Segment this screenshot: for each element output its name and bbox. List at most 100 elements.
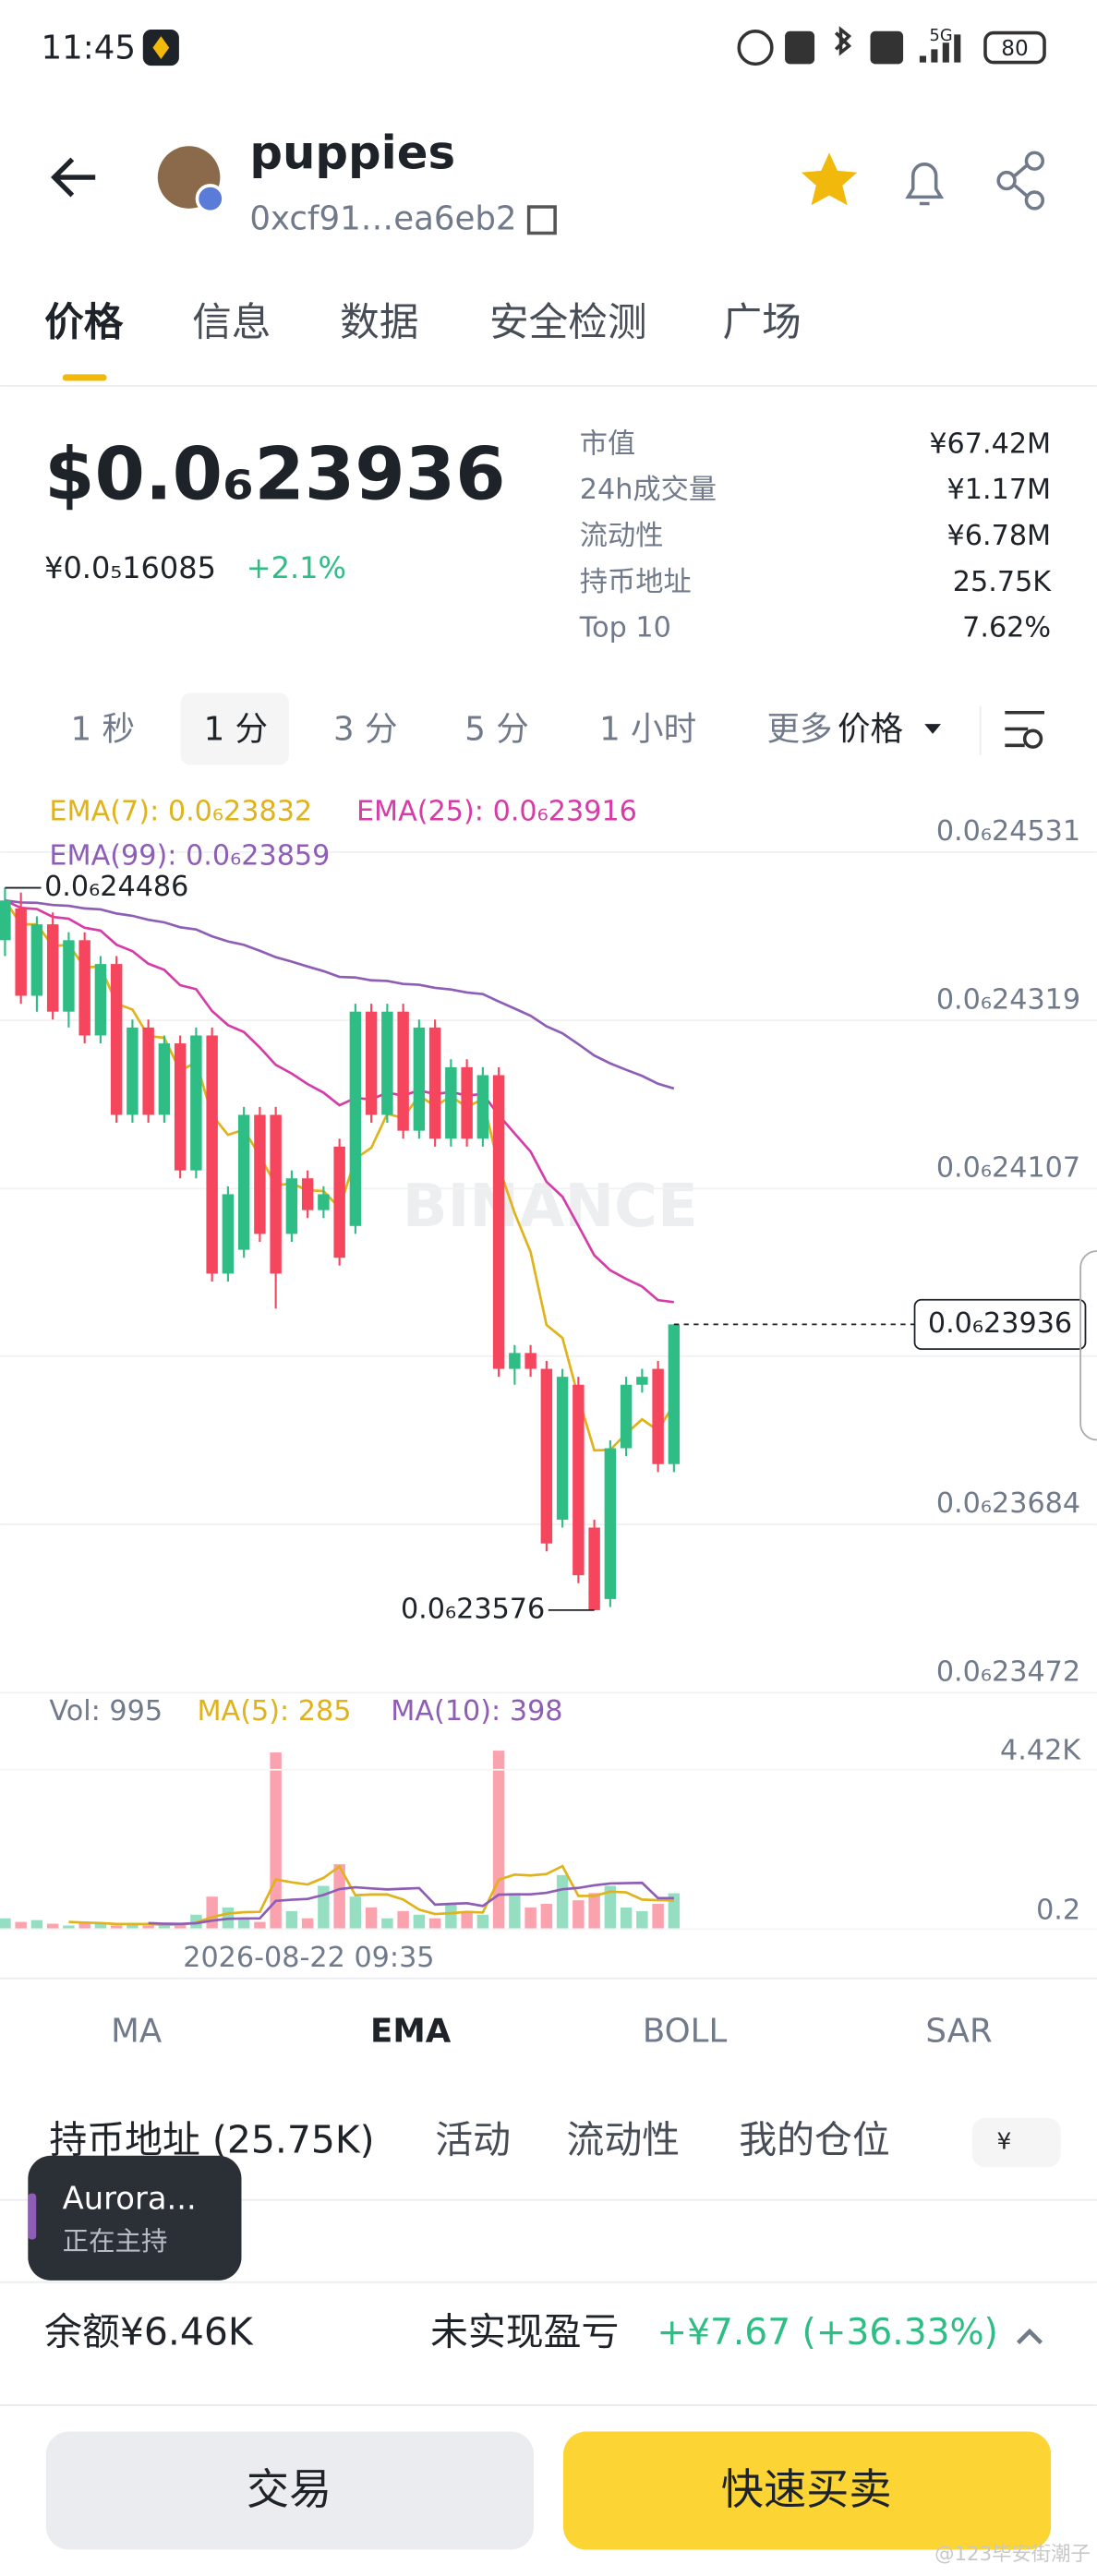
volume-bar — [365, 1907, 378, 1930]
holder-tab[interactable]: 我的仓位 — [739, 2118, 890, 2162]
trade-button[interactable] — [45, 2431, 534, 2550]
candle-body — [222, 1194, 235, 1274]
expand-button[interactable] — [1016, 2328, 1043, 2345]
tab[interactable]: 安全检测 — [489, 300, 647, 346]
tab[interactable]: 数据 — [340, 300, 418, 346]
currency-toggle[interactable]: ¥ — [996, 2128, 1011, 2155]
indicator-tab[interactable]: EMA — [370, 2012, 452, 2050]
favorite-button[interactable] — [801, 152, 858, 206]
indicator-tab[interactable]: BOLL — [643, 2012, 728, 2050]
ema-line — [4, 899, 675, 1304]
stat-label: 流动性 — [580, 520, 664, 552]
last-price-tag — [913, 1298, 1087, 1350]
price-toggle[interactable]: 价格 — [838, 710, 903, 748]
currency-toggle-bg[interactable] — [971, 2117, 1061, 2168]
volume-bar — [63, 1925, 75, 1930]
candle-body — [0, 900, 11, 941]
x-axis-label: 2026-08-22 09:35 — [183, 1942, 434, 1974]
interval-option[interactable]: 5 分 — [464, 710, 528, 748]
status-icon — [737, 30, 774, 66]
candle-body — [142, 1027, 154, 1115]
candle-body — [540, 1368, 553, 1544]
candle-body — [318, 1194, 330, 1210]
holder-tab[interactable]: 流动性 — [567, 2118, 681, 2162]
candle-body — [110, 964, 123, 1115]
indicator-legend: EMA(7): 0.0₆23832 — [49, 796, 312, 828]
volume-bar — [15, 1921, 27, 1930]
volume-bar — [78, 1921, 90, 1930]
interval-option[interactable]: 1 秒 — [71, 710, 135, 748]
interval-active-bg — [180, 692, 290, 765]
candle-body — [285, 1178, 298, 1234]
chart-settings[interactable] — [1005, 710, 1045, 749]
dropdown-caret — [924, 724, 941, 734]
tab[interactable]: 广场 — [722, 300, 801, 346]
volume-bar — [158, 1924, 171, 1930]
interval-option[interactable]: 3 分 — [333, 710, 397, 748]
candle-body — [573, 1384, 585, 1576]
network-type: 5G — [930, 26, 953, 45]
indicator-tab[interactable]: SAR — [925, 2012, 992, 2050]
candle-body — [492, 1075, 505, 1369]
share-button[interactable] — [996, 150, 1045, 211]
volume-bar — [636, 1910, 648, 1930]
volume-bar — [461, 1910, 473, 1930]
holder-tab[interactable]: 活动 — [435, 2118, 511, 2162]
overlay-accent — [28, 2193, 37, 2240]
candle-body — [46, 924, 59, 1012]
holder-tab[interactable]: 持币地址 (25.75K) — [49, 2118, 374, 2162]
volume-bar — [46, 1923, 59, 1930]
holder-tabs: 持币地址 (25.75K) 活动 流动性 我的仓位 — [49, 2118, 889, 2162]
candle-body — [509, 1353, 521, 1369]
quick-trade-button-label: 快速买卖 — [721, 2464, 892, 2514]
status-icon — [785, 30, 815, 65]
volume-bar — [237, 1918, 250, 1930]
volume-bar — [110, 1925, 123, 1930]
price-cny: ¥0.0₅16085 — [44, 550, 216, 585]
stat-value: 25.75K — [953, 566, 1053, 598]
volume-bar — [349, 1896, 362, 1930]
tab[interactable]: 价格 — [44, 300, 124, 346]
indicator-tab[interactable]: MA — [111, 2012, 163, 2050]
copy-button[interactable] — [526, 205, 557, 235]
stat-label: 持币地址 — [580, 566, 692, 598]
y-tick-label: 0.0₆24107 — [936, 1152, 1080, 1185]
candle-body — [301, 1178, 314, 1210]
volume-bar — [652, 1904, 664, 1930]
candle-body — [15, 908, 27, 996]
volume-bar — [127, 1923, 139, 1930]
candle-body — [30, 924, 43, 996]
interval-option[interactable]: 1 分 — [204, 710, 268, 748]
candle-body — [158, 1043, 171, 1115]
interval-option[interactable]: 更多 — [767, 710, 833, 748]
live-overlay[interactable] — [28, 2155, 242, 2281]
back-button[interactable] — [50, 157, 96, 198]
candle-body — [333, 1146, 345, 1258]
trade-button-label: 交易 — [247, 2464, 332, 2514]
volume-bar — [285, 1910, 298, 1930]
pnl-label: 未实现盈亏 — [430, 2310, 619, 2354]
candle-body — [365, 1011, 378, 1115]
volume-bar — [94, 1923, 107, 1930]
quick-trade-button[interactable] — [563, 2431, 1052, 2550]
indicator-tabs: MA EMA BOLL SAR — [111, 2012, 993, 2050]
volume-bar — [301, 1918, 314, 1930]
candle-body — [237, 1114, 250, 1250]
stat-value: ¥6.78M — [947, 520, 1052, 552]
volume-bar — [476, 1914, 489, 1930]
low-label: 0.0₆23576 — [401, 1593, 545, 1625]
stat-label: 24h成交量 — [580, 474, 717, 506]
candle-body — [381, 1011, 393, 1115]
candle-body — [445, 1066, 457, 1139]
stat-value: 7.62% — [962, 612, 1051, 644]
tab[interactable]: 信息 — [192, 300, 271, 346]
alert-button[interactable] — [905, 163, 945, 206]
stats: 市值 ¥67.42M 24h成交量 ¥1.17M 流动性 ¥6.78M 持币地址 25.75K… — [579, 427, 1053, 644]
candle-body — [556, 1377, 569, 1520]
interval-option[interactable]: 1 小时 — [599, 710, 696, 748]
volume-bar — [573, 1900, 585, 1930]
price-usd: $0.0₆23936 — [44, 433, 505, 517]
ema-line — [5, 899, 675, 1090]
overlay-title: Aurora... — [63, 2180, 197, 2216]
